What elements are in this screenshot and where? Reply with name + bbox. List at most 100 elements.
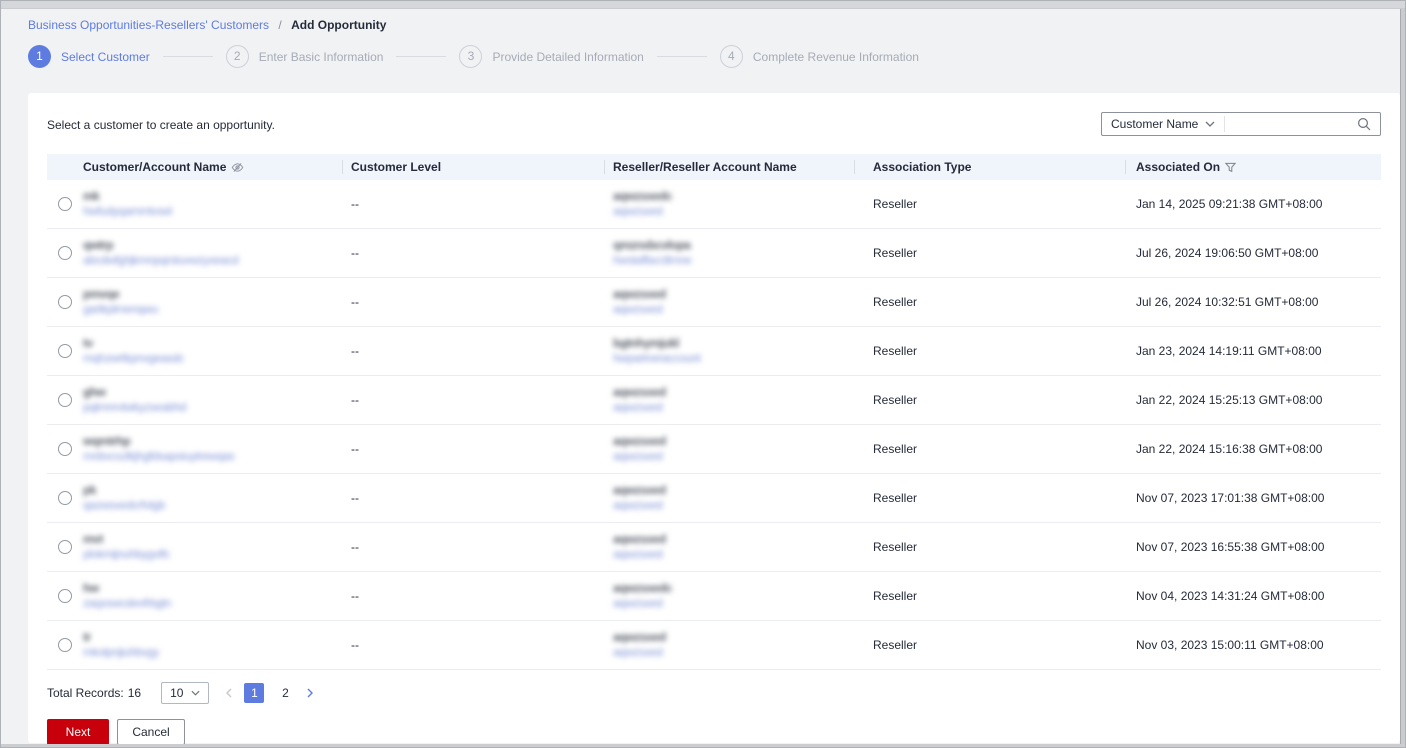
reseller-account-link-masked[interactable]: aqwzsxed [613,302,663,316]
row-radio-button[interactable] [58,344,72,358]
reseller-name-masked: aqwzsxed [613,630,666,644]
reseller-cell: aqwzsxedc aqwzsxed [604,189,854,219]
chevron-down-icon [191,690,200,696]
reseller-account-link-masked[interactable]: aqwzsxed [613,645,663,659]
content-card: Select a customer to create an opportuni… [28,93,1400,745]
page-number-2[interactable]: 2 [282,686,289,700]
reseller-account-link-masked[interactable]: hwpartneraccount [613,351,701,365]
reseller-name-masked: aqwzsxedc [613,581,672,595]
customer-account-link-masked[interactable]: gartkplmenqwu [83,302,158,316]
row-radio-cell [47,491,83,505]
reseller-account-link-masked[interactable]: hwstaffacctlmne [613,253,692,267]
customer-account-link-masked[interactable]: mqhzwrtkpnvgeasdc [83,351,184,365]
customer-account-link-masked[interactable]: mkolpnjiuhbvgy [83,645,159,659]
customer-name-cell: hw zaqxswcdevfrbgtn [83,581,342,611]
customer-level-value: -- [351,638,359,652]
row-radio-button[interactable] [58,589,72,603]
column-header-association-type: Association Type [854,154,1125,180]
row-radio-button[interactable] [58,197,72,211]
step-connector [396,56,447,57]
reseller-account-link-masked[interactable]: aqwzsxed [613,449,663,463]
reseller-account-link-masked[interactable]: aqwzsxed [613,547,663,561]
customer-account-link-masked[interactable]: pqlmnrvtwkyzseabhd [83,400,187,414]
search-filter-dropdown[interactable]: Customer Name [1102,113,1224,135]
associated-on-cell: Nov 04, 2023 14:31:24 GMT+08:00 [1125,589,1381,603]
customer-level-cell: -- [342,540,604,554]
chevron-right-icon[interactable] [306,688,314,698]
reseller-account-link-masked[interactable]: aqwzsxed [613,400,663,414]
row-radio-button[interactable] [58,638,72,652]
association-type-cell: Reseller [854,442,1125,456]
row-radio-cell [47,344,83,358]
customer-account-link-masked[interactable]: qazwsxedcrfvtgb [83,498,165,512]
step-number: 2 [225,45,249,68]
cancel-button[interactable]: Cancel [117,719,185,745]
reseller-account-link-masked[interactable]: aqwzsxed [613,498,663,512]
header-radio-spacer [47,154,83,180]
row-radio-cell [47,295,83,309]
associated-on-cell: Nov 07, 2023 16:55:38 GMT+08:00 [1125,540,1381,554]
customer-account-link-masked[interactable]: zaqxswcdevfrbgtn [83,596,172,610]
customer-account-link-masked[interactable]: abcdwfghjkmnpqrstuvwzyxeacd [83,253,239,267]
row-radio-button[interactable] [58,295,72,309]
table-row: mvt plokmijnuhbygvtfc -- aqwzsxed aqwzsx… [47,523,1381,572]
reseller-account-link-masked[interactable]: aqwzsxed [613,204,663,218]
wizard-stepper: 1 Select Customer 2 Enter Basic Informat… [28,45,919,68]
associated-on-cell: Jan 23, 2024 14:19:11 GMT+08:00 [1125,344,1381,358]
customer-level-value: -- [351,295,359,309]
row-radio-cell [47,638,83,652]
eye-closed-icon[interactable] [231,161,244,174]
reseller-cell: aqwzsxedc aqwzsxed [604,581,854,611]
column-header-label: Association Type [873,160,972,174]
reseller-name-masked: aqwzsxed [613,483,666,497]
row-radio-button[interactable] [58,393,72,407]
customer-name-masked: hw [83,581,99,595]
customer-account-link-masked[interactable]: mnbvcxzlkjhgfdsapoiuytrewqas [83,449,235,463]
reseller-name-masked: aqwzsxed [613,287,666,301]
search-input[interactable] [1225,113,1348,135]
step-provide-detailed-information: 3 Provide Detailed Information [459,45,644,68]
filter-icon[interactable] [1225,162,1237,173]
customer-account-link-masked[interactable]: plokmijnuhbygvtfc [83,547,170,561]
select-customer-hint: Select a customer to create an opportuni… [47,118,275,132]
associated-on-value: Nov 03, 2023 15:00:11 GMT+08:00 [1136,638,1324,652]
reseller-name-masked: bgtnhymjukl [613,336,679,350]
associated-on-value: Nov 07, 2023 17:01:38 GMT+08:00 [1136,491,1325,505]
chevron-left-icon[interactable] [225,688,233,698]
window-right-strip [1400,9,1405,747]
customer-name-masked: ghw [83,385,106,399]
reseller-account-link-masked[interactable]: aqwzsxed [613,596,663,610]
customer-level-cell: -- [342,491,604,505]
page-size-value: 10 [170,686,184,700]
associated-on-cell: Jan 22, 2024 15:25:13 GMT+08:00 [1125,393,1381,407]
next-button[interactable]: Next [47,719,109,745]
customer-name-cell: ghw pqlmnrvtwkyzseabhd [83,385,342,415]
associated-on-value: Jul 26, 2024 10:32:51 GMT+08:00 [1136,295,1319,309]
association-type-value: Reseller [873,638,918,652]
associated-on-value: Jan 14, 2025 09:21:38 GMT+08:00 [1136,197,1323,211]
row-radio-button[interactable] [58,246,72,260]
breadcrumb-separator: / [278,18,282,32]
customer-name-masked: wqmtrhp [83,434,131,448]
row-radio-button[interactable] [58,442,72,456]
row-radio-button[interactable] [58,491,72,505]
reseller-cell: aqwzsxed aqwzsxed [604,483,854,513]
association-type-value: Reseller [873,491,918,505]
search-icon[interactable] [1348,117,1380,131]
page-number-1[interactable]: 1 [244,683,265,703]
customer-name-masked: mk [83,189,100,203]
customer-level-value: -- [351,344,359,358]
column-header-customer-level: Customer Level [342,154,604,180]
step-label: Complete Revenue Information [752,49,919,64]
breadcrumb-parent-link[interactable]: Business Opportunities-Resellers' Custom… [28,18,270,32]
associated-on-cell: Jul 26, 2024 10:32:51 GMT+08:00 [1125,295,1381,309]
page-size-select[interactable]: 10 [161,682,210,704]
breadcrumb: Business Opportunities-Resellers' Custom… [28,18,386,32]
association-type-value: Reseller [873,295,918,309]
reseller-cell: aqwzsxed aqwzsxed [604,434,854,464]
associated-on-value: Jan 22, 2024 15:25:13 GMT+08:00 [1136,393,1323,407]
customer-account-link-masked[interactable]: hwfudyqarnmtvsel [83,204,172,218]
associated-on-cell: Jan 22, 2024 15:16:38 GMT+08:00 [1125,442,1381,456]
row-radio-button[interactable] [58,540,72,554]
customer-level-cell: -- [342,295,604,309]
